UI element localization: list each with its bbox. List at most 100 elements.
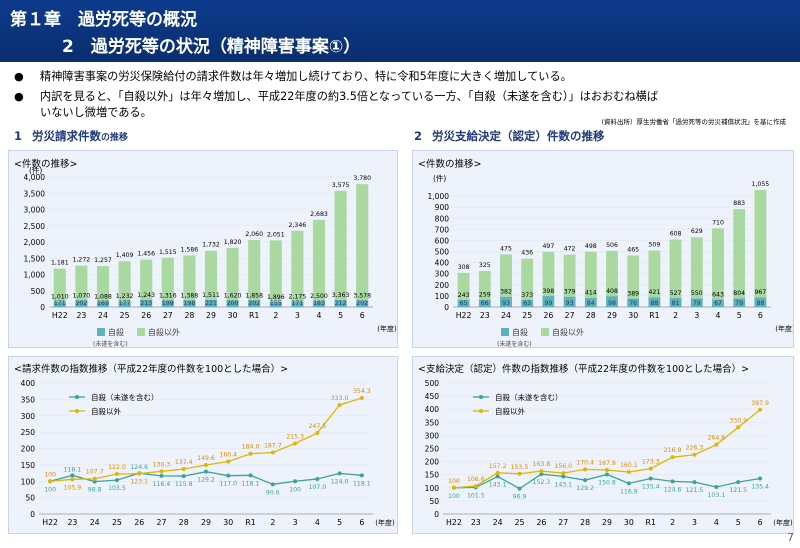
point-other (204, 463, 208, 468)
data-label-other: 160.4 (219, 451, 237, 458)
point-suicide (539, 472, 544, 477)
data-label-suicide: 200 (227, 300, 239, 307)
point-suicide (248, 473, 253, 478)
bar-suicide (754, 297, 767, 307)
point-other (137, 471, 142, 476)
data-label-suicide: 202 (75, 300, 87, 307)
x-tick-label: 28 (586, 311, 596, 320)
x-tick-label: 2 (670, 518, 675, 527)
x-tick-label: 27 (565, 311, 575, 320)
data-label-suicide: 143.1 (489, 482, 507, 489)
data-label-suicide: 90.6 (266, 489, 280, 496)
data-label-suicide: 100 (289, 486, 301, 493)
legend-label-other: 自殺以外 (91, 406, 121, 416)
data-label-total: 608 (670, 231, 682, 238)
data-label-other: 804 (733, 290, 745, 297)
legend-note-suicide: (未遂を含む) (497, 340, 532, 347)
legend-marker-other (75, 409, 79, 413)
data-label-other: 157.2 (489, 463, 507, 470)
approvals-chart-panel: <件数の推移> (件) 0 100 200 300 400 500 600 700 800 900 1… (412, 150, 795, 348)
point-other (359, 395, 364, 400)
data-label-suicide: 171 (291, 300, 303, 307)
y-tick-label: 1,000 (24, 271, 46, 280)
data-label-total: 629 (691, 228, 703, 235)
data-label-suicide: 93 (502, 300, 510, 307)
x-unit-label: (年度) (375, 518, 395, 527)
data-label-other: 243 (458, 292, 470, 299)
data-label-other: 215.3 (286, 433, 304, 440)
data-label-other: 123.1 (130, 479, 148, 486)
data-label-other: 1,010 (51, 293, 69, 300)
data-label-suicide: 88 (650, 300, 658, 307)
bar-other (226, 247, 239, 301)
legend-label-suicide: 自殺 (512, 327, 528, 337)
y-tick-label: 300 (435, 270, 450, 279)
bullet-text: 内訳を見ると、「自殺以外」は年々増加し、平成22年度の約3.5倍となっている一方… (40, 90, 659, 103)
bar-other (648, 250, 661, 298)
data-label-total: 2,060 (245, 231, 263, 238)
section-number: 1 (14, 129, 23, 143)
x-tick-label: 30 (624, 518, 634, 527)
chart-title: <支給決定（認定）件数の指数推移（平成22年度の件数を100とした場合）> (418, 364, 750, 375)
legend-marker-suicide (479, 395, 483, 399)
bar-suicide (542, 296, 555, 307)
x-tick-label: 5 (338, 311, 343, 320)
point-other (626, 470, 631, 475)
bar-suicide (53, 301, 66, 307)
bar-suicide (161, 300, 174, 307)
point-other (517, 471, 522, 476)
data-label-suicide: 213 (140, 300, 152, 307)
data-label-other: 643 (712, 292, 724, 299)
data-label-suicide: 118.1 (64, 466, 82, 473)
data-label-total: 498 (585, 243, 597, 250)
bar-suicide (312, 301, 326, 307)
bullet-dot: ● (14, 70, 24, 83)
x-tick-label: 30 (228, 311, 238, 320)
data-label-suicide: 199 (162, 300, 174, 307)
bullet-2-cont: いないし微増である。 (14, 105, 794, 121)
data-label-other: 167.9 (598, 460, 616, 467)
x-tick-label: 26 (536, 518, 546, 527)
y-tick-label: 0 (434, 510, 439, 519)
data-label-other: 163.8 (533, 461, 551, 468)
y-tick-label: 200 (425, 458, 440, 467)
y-tick-label: 50 (25, 494, 35, 503)
section-suffix: の推移 (101, 133, 129, 143)
data-label-suicide: 152.3 (533, 479, 551, 486)
bar-suicide (627, 298, 640, 307)
point-suicide (92, 479, 97, 484)
bar-other (53, 268, 66, 302)
y-tick-label: 350 (21, 395, 36, 404)
data-label-suicide: 103.1 (707, 492, 725, 499)
x-tick-label: 27 (163, 311, 173, 320)
header-bar: 第１章 過労死等の概況 2 過労死等の状況（精神障害事案①） (0, 0, 800, 62)
data-label-suicide: 117.0 (219, 481, 237, 488)
data-label-suicide: 93 (566, 300, 574, 307)
data-label-suicide: 118.1 (353, 480, 371, 487)
data-label-other: 264.6 (707, 435, 725, 442)
chart-title: <件数の推移> (14, 159, 78, 170)
y-tick-label: 500 (31, 287, 46, 296)
claims-index-panel: <請求件数の指数推移（平成22年度の件数を100とした場合）> 0 50 100 15… (8, 356, 398, 534)
data-label-suicide: 66 (481, 300, 489, 307)
data-label-suicide: 98 (608, 300, 616, 307)
data-label-other: 330.9 (729, 417, 747, 424)
data-label-other: 1,620 (224, 293, 242, 300)
data-label-total: 475 (500, 245, 512, 252)
y-tick-label: 500 (435, 248, 450, 257)
point-other (337, 402, 342, 407)
bullet-dot: ● (14, 90, 24, 103)
bar-other (563, 254, 576, 297)
y-tick-label: 1,500 (24, 254, 46, 263)
x-tick-label: 29 (607, 311, 617, 320)
x-tick-label: R1 (249, 311, 259, 320)
data-label-total: 472 (564, 246, 576, 253)
data-label-other: 2,500 (310, 293, 328, 300)
data-label-total: 2,683 (310, 211, 328, 218)
point-suicide (714, 484, 719, 489)
y-tick-label: 3,000 (24, 206, 46, 215)
bar-other (690, 237, 703, 299)
point-suicide (626, 481, 631, 486)
point-suicide (315, 476, 320, 481)
bar-suicide (500, 296, 512, 307)
